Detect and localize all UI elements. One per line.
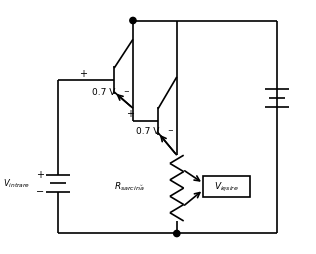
Text: +: + xyxy=(36,170,44,180)
Text: −: − xyxy=(36,187,45,197)
Text: $V_{intrare}$: $V_{intrare}$ xyxy=(3,177,30,190)
Text: 0.7 V: 0.7 V xyxy=(136,127,160,136)
Text: $V_{ie\c{s}ire}$: $V_{ie\c{s}ire}$ xyxy=(214,180,240,193)
Text: +: + xyxy=(79,69,87,79)
Text: $R_{sarcin\breve{a}}$: $R_{sarcin\breve{a}}$ xyxy=(114,180,145,193)
Text: $^-$: $^-$ xyxy=(166,128,174,138)
Circle shape xyxy=(130,17,136,24)
Text: +: + xyxy=(126,109,134,119)
Bar xyxy=(204,176,250,197)
Circle shape xyxy=(174,230,180,237)
Text: $^-$: $^-$ xyxy=(122,89,131,99)
Text: 0.7 V: 0.7 V xyxy=(92,88,116,97)
